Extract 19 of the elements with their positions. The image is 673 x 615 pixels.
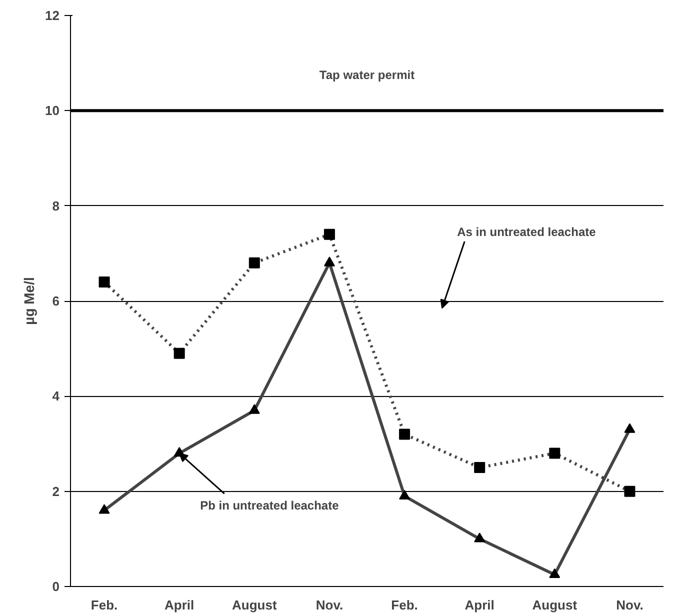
- x-tick-label: August: [532, 598, 578, 612]
- x-tick-label: Feb.: [391, 598, 418, 612]
- y-tick-label: 0: [52, 579, 60, 594]
- annotation: Pb in untreated leachate: [200, 498, 340, 513]
- annotation: As in untreated leachate: [457, 225, 596, 240]
- ref-line-label: Tap water permit: [319, 68, 415, 82]
- y-tick-label: 8: [52, 198, 60, 214]
- y-tick-label: 10: [45, 103, 60, 118]
- y-axis-title: µg Me/l: [21, 277, 38, 325]
- x-tick-label: August: [232, 598, 278, 612]
- x-tick-label: Feb.: [90, 598, 118, 612]
- y-tick-label: 12: [45, 8, 60, 23]
- x-tick-label: April: [464, 598, 494, 612]
- y-tick-label: 2: [52, 484, 60, 499]
- x-tick-label: April: [164, 598, 194, 612]
- x-tick-label: Nov.: [616, 598, 644, 612]
- y-tick-label: 6: [52, 294, 60, 308]
- x-tick-label: Nov.: [316, 598, 344, 612]
- y-tick-label: 4: [52, 388, 60, 404]
